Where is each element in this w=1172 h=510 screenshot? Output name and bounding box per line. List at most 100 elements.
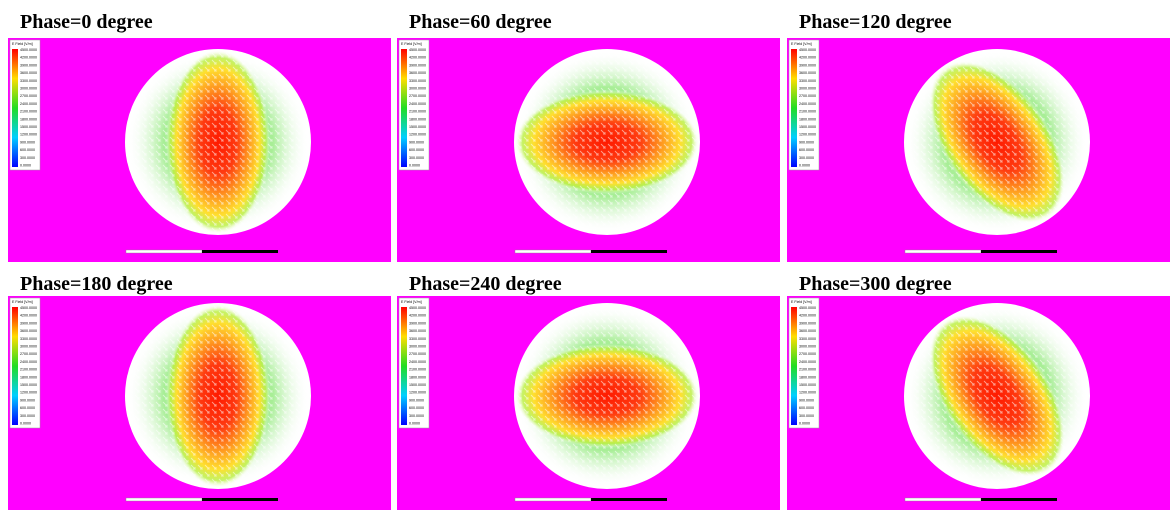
legend-value: 4500.0000 bbox=[799, 306, 816, 310]
legend-value: 1800.0000 bbox=[20, 375, 37, 379]
color-bar bbox=[791, 49, 797, 167]
legend-value: 900.0000 bbox=[799, 140, 814, 144]
legend-value: 3300.0000 bbox=[20, 337, 37, 341]
arrow-field bbox=[906, 51, 1088, 233]
scale-white bbox=[904, 497, 982, 502]
legend-value: 300.0000 bbox=[20, 414, 35, 418]
legend-value: 3300.0000 bbox=[409, 337, 426, 341]
color-bar bbox=[401, 49, 407, 167]
legend-value: 600.0000 bbox=[20, 406, 35, 410]
legend-value: 2700.0000 bbox=[409, 94, 426, 98]
legend-value: 300.0000 bbox=[799, 414, 814, 418]
legend-value: 3900.0000 bbox=[799, 321, 816, 325]
legend-value: 0.0000 bbox=[799, 164, 810, 168]
legend-value: 2100.0000 bbox=[799, 110, 816, 114]
legend-value: 600.0000 bbox=[799, 406, 814, 410]
legend-value: 3600.0000 bbox=[20, 71, 37, 75]
legend-value: 4200.0000 bbox=[20, 314, 37, 318]
legend-value: 4500.0000 bbox=[20, 306, 37, 310]
legend-title: E Field [V/m] bbox=[401, 42, 422, 46]
legend-value: 2400.0000 bbox=[799, 102, 816, 106]
legend-value: 2100.0000 bbox=[20, 368, 37, 372]
legend-value: 2400.0000 bbox=[20, 360, 37, 364]
panel-title: Phase=120 degree bbox=[799, 11, 952, 33]
panel: E Field [V/m] 4500.0000 4200.0000 3900.0000… bbox=[8, 38, 391, 262]
legend-value: 2400.0000 bbox=[409, 102, 426, 106]
legend-value: 1500.0000 bbox=[409, 125, 426, 129]
panel-title: Phase=0 degree bbox=[20, 11, 153, 33]
legend-value: 1500.0000 bbox=[799, 383, 816, 387]
legend-value: 0.0000 bbox=[20, 422, 31, 426]
legend-value: 1800.0000 bbox=[409, 117, 426, 121]
legend-value: 2700.0000 bbox=[20, 352, 37, 356]
panel: E Field [V/m] 4500.0000 4200.0000 3900.0000… bbox=[787, 296, 1170, 510]
legend-value: 3900.0000 bbox=[409, 321, 426, 325]
panel-title: Phase=180 degree bbox=[20, 273, 173, 295]
legend-value: 600.0000 bbox=[20, 148, 35, 152]
legend-value: 300.0000 bbox=[409, 414, 424, 418]
legend-value: 1200.0000 bbox=[20, 133, 37, 137]
legend-value: 3000.0000 bbox=[20, 87, 37, 91]
legend-value: 3600.0000 bbox=[799, 71, 816, 75]
legend-value: 2700.0000 bbox=[20, 94, 37, 98]
legend-value: 0.0000 bbox=[799, 422, 810, 426]
legend-value: 900.0000 bbox=[20, 140, 35, 144]
legend-value: 3000.0000 bbox=[409, 345, 426, 349]
legend-value: 3300.0000 bbox=[799, 337, 816, 341]
legend: E Field [V/m] 4500.0000 4200.0000 3900.0000… bbox=[788, 39, 820, 171]
legend-value: 1500.0000 bbox=[20, 383, 37, 387]
arrow-field bbox=[906, 305, 1088, 487]
legend-title: E Field [V/m] bbox=[12, 300, 33, 304]
legend-value: 600.0000 bbox=[799, 148, 814, 152]
legend-value: 1200.0000 bbox=[799, 133, 816, 137]
legend-value: 3600.0000 bbox=[409, 329, 426, 333]
legend-value: 2100.0000 bbox=[20, 110, 37, 114]
legend-value: 3600.0000 bbox=[409, 71, 426, 75]
legend-title: E Field [V/m] bbox=[791, 42, 812, 46]
legend-value: 900.0000 bbox=[20, 398, 35, 402]
legend-value: 4500.0000 bbox=[409, 48, 426, 52]
legend-value: 900.0000 bbox=[409, 398, 424, 402]
legend-value: 1500.0000 bbox=[799, 125, 816, 129]
legend-value: 2100.0000 bbox=[409, 110, 426, 114]
legend-value: 600.0000 bbox=[409, 406, 424, 410]
legend-value: 3600.0000 bbox=[20, 329, 37, 333]
legend: E Field [V/m] 4500.0000 4200.0000 3900.0000… bbox=[398, 39, 430, 171]
legend: E Field [V/m] 4500.0000 4200.0000 3900.0000… bbox=[9, 297, 41, 429]
legend-value: 4500.0000 bbox=[20, 48, 37, 52]
legend-value: 4200.0000 bbox=[20, 56, 37, 60]
legend-title: E Field [V/m] bbox=[401, 300, 422, 304]
arrow-field bbox=[516, 305, 698, 487]
legend-value: 4500.0000 bbox=[799, 48, 816, 52]
color-bar bbox=[12, 49, 18, 167]
panel: E Field [V/m] 4500.0000 4200.0000 3900.0000… bbox=[787, 38, 1170, 262]
legend-value: 900.0000 bbox=[799, 398, 814, 402]
color-bar bbox=[791, 307, 797, 425]
legend-value: 3000.0000 bbox=[409, 87, 426, 91]
legend-value: 1200.0000 bbox=[409, 391, 426, 395]
legend-value: 3900.0000 bbox=[409, 63, 426, 67]
legend-value: 4200.0000 bbox=[799, 56, 816, 60]
legend-value: 0.0000 bbox=[20, 164, 31, 168]
scale-black bbox=[202, 250, 278, 253]
legend-value: 3300.0000 bbox=[799, 79, 816, 83]
color-bar bbox=[12, 307, 18, 425]
panel: E Field [V/m] 4500.0000 4200.0000 3900.0000… bbox=[8, 296, 391, 510]
scale-white bbox=[514, 497, 592, 502]
legend-value: 1200.0000 bbox=[409, 133, 426, 137]
scale-white bbox=[904, 249, 982, 254]
legend-value: 300.0000 bbox=[409, 156, 424, 160]
legend-value: 2100.0000 bbox=[409, 368, 426, 372]
legend-value: 2400.0000 bbox=[409, 360, 426, 364]
panel-title: Phase=240 degree bbox=[409, 273, 562, 295]
panel-title: Phase=300 degree bbox=[799, 273, 952, 295]
legend-value: 1800.0000 bbox=[20, 117, 37, 121]
legend-value: 4200.0000 bbox=[409, 56, 426, 60]
legend-value: 2400.0000 bbox=[799, 360, 816, 364]
legend-value: 1800.0000 bbox=[799, 117, 816, 121]
legend-value: 900.0000 bbox=[409, 140, 424, 144]
legend-value: 3000.0000 bbox=[20, 345, 37, 349]
legend-value: 1200.0000 bbox=[20, 391, 37, 395]
scale-black bbox=[591, 498, 667, 501]
